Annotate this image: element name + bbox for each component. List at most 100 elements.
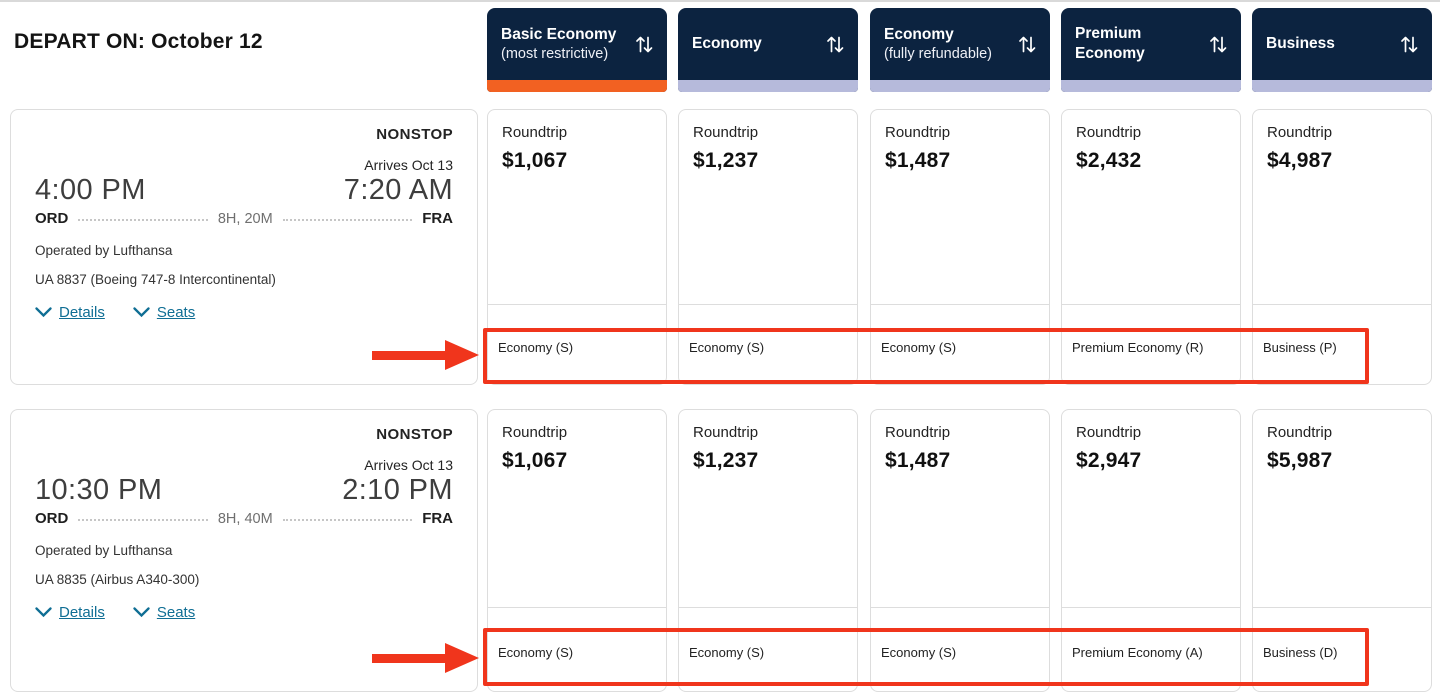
flight-card: NONSTOP Arrives Oct 13 4:00 PM 7:20 AM O… (10, 109, 478, 385)
arrival-date-note: Arrives Oct 13 (364, 457, 453, 473)
route-dotted-line (78, 218, 208, 221)
operated-by-text: Operated by Lufthansa (35, 543, 173, 558)
arrive-time: 2:10 PM (342, 474, 453, 506)
fare-price: $5,987 (1267, 449, 1333, 472)
booking-class-label: Premium Economy (A) (1062, 607, 1240, 691)
column-title: Premium Economy (1075, 24, 1145, 62)
stops-label: NONSTOP (376, 126, 453, 143)
trip-type-label: Roundtrip (1267, 124, 1333, 141)
depart-date-heading: DEPART ON: October 12 (14, 30, 263, 54)
fare-cell-premium-economy[interactable]: Roundtrip $2,947 Premium Economy (A) (1061, 409, 1241, 692)
sort-icon (827, 36, 844, 52)
booking-class-label: Business (P) (1253, 304, 1431, 384)
fare-cell-economy-refundable[interactable]: Roundtrip $1,487 Economy (S) (870, 109, 1050, 385)
fare-cell-economy[interactable]: Roundtrip $1,237 Economy (S) (678, 109, 858, 385)
arrive-time: 7:20 AM (343, 174, 453, 206)
fare-price: $1,067 (502, 149, 568, 172)
fare-price: $1,487 (885, 149, 951, 172)
flight-number-aircraft: UA 8835 (Airbus A340-300) (35, 572, 200, 587)
fare-cell-business[interactable]: Roundtrip $5,987 Business (D) (1252, 409, 1432, 692)
operated-by-text: Operated by Lufthansa (35, 243, 173, 258)
booking-class-label: Economy (S) (488, 304, 666, 384)
fare-cell-economy[interactable]: Roundtrip $1,237 Economy (S) (678, 409, 858, 692)
details-link[interactable]: Details (35, 304, 105, 321)
booking-class-label: Economy (S) (679, 607, 857, 691)
booking-class-label: Economy (S) (871, 304, 1049, 384)
column-header-premium-economy[interactable]: Premium Economy (1061, 8, 1241, 92)
fare-price: $1,237 (693, 149, 759, 172)
fare-price: $1,237 (693, 449, 759, 472)
flight-card: NONSTOP Arrives Oct 13 10:30 PM 2:10 PM … (10, 409, 478, 692)
trip-type-label: Roundtrip (502, 424, 568, 441)
chevron-down-icon (133, 607, 150, 618)
trip-type-label: Roundtrip (693, 124, 759, 141)
trip-type-label: Roundtrip (885, 124, 951, 141)
column-accent-bar (1252, 80, 1432, 92)
depart-date-value: October 12 (151, 30, 263, 53)
details-link[interactable]: Details (35, 604, 105, 621)
column-header-basic-economy[interactable]: Basic Economy (most restrictive) (487, 8, 667, 92)
flight-duration: 8H, 40M (217, 510, 273, 527)
booking-class-label: Economy (S) (488, 607, 666, 691)
fare-cell-basic-economy[interactable]: Roundtrip $1,067 Economy (S) (487, 409, 667, 692)
fare-cell-premium-economy[interactable]: Roundtrip $2,432 Premium Economy (R) (1061, 109, 1241, 385)
fare-price: $2,432 (1076, 149, 1142, 172)
seats-link[interactable]: Seats (133, 304, 195, 321)
trip-type-label: Roundtrip (885, 424, 951, 441)
booking-class-label: Premium Economy (R) (1062, 304, 1240, 384)
details-link-label: Details (59, 304, 105, 321)
trip-type-label: Roundtrip (693, 424, 759, 441)
column-subtitle: (most restrictive) (501, 45, 609, 62)
column-title: Basic Economy (501, 25, 617, 43)
fare-cell-business[interactable]: Roundtrip $4,987 Business (P) (1252, 109, 1432, 385)
seats-link-label: Seats (156, 604, 196, 621)
depart-time: 4:00 PM (35, 174, 146, 206)
seats-link[interactable]: Seats (133, 604, 195, 621)
seats-link-label: Seats (156, 304, 196, 321)
sort-icon (636, 36, 653, 52)
fare-price: $2,947 (1076, 449, 1142, 472)
trip-type-label: Roundtrip (502, 124, 568, 141)
destination-code: FRA (422, 210, 454, 227)
stops-label: NONSTOP (376, 426, 453, 443)
details-link-label: Details (59, 604, 105, 621)
origin-code: ORD (35, 510, 69, 527)
column-accent-bar (870, 80, 1050, 92)
column-title: Economy (884, 25, 954, 43)
column-header-economy-refundable[interactable]: Economy (fully refundable) (870, 8, 1050, 92)
destination-code: FRA (422, 510, 454, 527)
chevron-down-icon (35, 607, 52, 618)
trip-type-label: Roundtrip (1076, 124, 1142, 141)
flight-number-aircraft: UA 8837 (Boeing 747-8 Intercontinental) (35, 272, 276, 287)
fare-price: $4,987 (1267, 149, 1333, 172)
booking-class-label: Business (D) (1253, 607, 1431, 691)
fare-cell-economy-refundable[interactable]: Roundtrip $1,487 Economy (S) (870, 409, 1050, 692)
selected-column-accent-bar (487, 80, 667, 92)
trip-type-label: Roundtrip (1076, 424, 1142, 441)
sort-icon (1019, 36, 1036, 52)
depart-on-label: DEPART ON: (14, 30, 146, 53)
fare-price: $1,067 (502, 449, 568, 472)
column-accent-bar (678, 80, 858, 92)
column-subtitle: (fully refundable) (884, 45, 992, 62)
column-header-business[interactable]: Business (1252, 8, 1432, 92)
route-dotted-line (78, 518, 208, 521)
fare-price: $1,487 (885, 449, 951, 472)
flight-duration: 8H, 20M (217, 210, 273, 227)
route-dotted-line (282, 218, 413, 221)
depart-time: 10:30 PM (35, 474, 163, 506)
chevron-down-icon (133, 307, 150, 318)
sort-icon (1210, 36, 1227, 52)
chevron-down-icon (35, 307, 52, 318)
route-dotted-line (282, 518, 413, 521)
origin-code: ORD (35, 210, 69, 227)
column-title: Economy (692, 34, 762, 52)
fare-cell-basic-economy[interactable]: Roundtrip $1,067 Economy (S) (487, 109, 667, 385)
sort-icon (1401, 36, 1418, 52)
column-title: Business (1266, 34, 1335, 52)
booking-class-label: Economy (S) (679, 304, 857, 384)
arrival-date-note: Arrives Oct 13 (364, 157, 453, 173)
column-accent-bar (1061, 80, 1241, 92)
column-header-economy[interactable]: Economy (678, 8, 858, 92)
